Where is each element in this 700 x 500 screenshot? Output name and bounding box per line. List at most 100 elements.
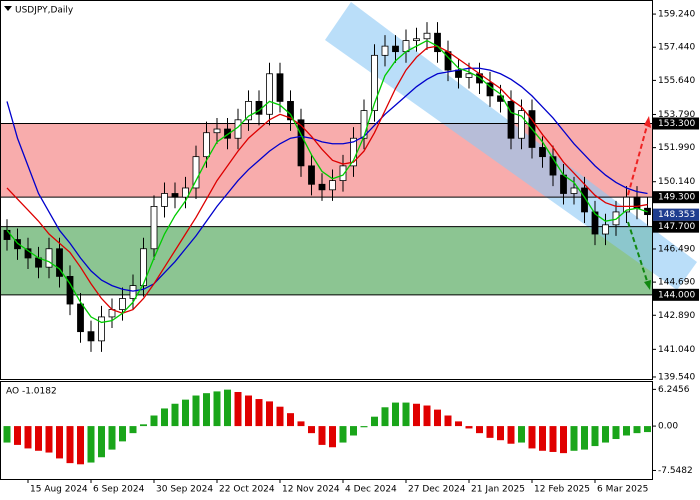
ao-bar (150, 415, 158, 427)
ao-bar (35, 426, 42, 451)
level-box (653, 220, 699, 233)
x-tick-label: 6 Sep 2024 (93, 485, 145, 495)
ao-bar (434, 409, 441, 427)
candle-body (129, 285, 137, 299)
ao-bar (360, 426, 368, 428)
candle-body (150, 205, 158, 250)
candle-body (45, 248, 53, 268)
ao-bar (518, 426, 525, 443)
y-tick-label: 146.490 (658, 244, 695, 254)
ao-bar (371, 416, 378, 427)
ao-bar (392, 402, 399, 427)
ao-bar (203, 393, 210, 427)
x-tick-label: 27 Dec 2024 (408, 485, 466, 495)
ao-bar (549, 426, 557, 452)
candle-body (339, 165, 347, 182)
candle-body (518, 110, 525, 139)
ao-bar (476, 426, 483, 434)
candle-body (98, 316, 105, 342)
ao-bar (329, 426, 336, 448)
candle-body (360, 110, 368, 139)
candle-body (381, 45, 389, 56)
ao-bar (644, 426, 651, 433)
candle-body (287, 100, 294, 121)
candle-body (203, 132, 210, 158)
candle-body (119, 298, 126, 310)
candle-body (539, 147, 546, 158)
down-arrowhead (644, 280, 651, 290)
candle-body (560, 174, 567, 194)
y-tick-label: 153.790 (658, 110, 695, 120)
ao-bar (318, 426, 326, 445)
ao-bar (266, 401, 273, 427)
chart-title: USDJPY,Daily (15, 6, 74, 16)
y-tick-label: 155.640 (658, 76, 695, 86)
price-frame (0, 0, 653, 380)
ao-bar (140, 424, 147, 427)
ao-bar (24, 426, 32, 449)
price-label: 148.353 (658, 210, 695, 220)
ao-bar (591, 426, 599, 447)
price-overlay (1, 22, 652, 465)
ao-bar (119, 426, 126, 442)
candle-body (161, 193, 168, 207)
up-arrow (627, 121, 649, 196)
candle-body (329, 180, 336, 191)
candle-body (140, 248, 147, 287)
moving-average (6, 67, 648, 292)
candle-body (318, 183, 326, 191)
ao-bar (77, 426, 84, 465)
level-label: 153.300 (658, 119, 695, 129)
y-tick-label: 144.690 (658, 278, 695, 288)
ao-bar (455, 421, 462, 427)
level-label: 147.700 (658, 222, 695, 232)
candle-body (297, 119, 305, 167)
candle-body (413, 38, 420, 42)
candle-body (266, 73, 273, 115)
candle-body (434, 32, 441, 53)
level-box (653, 117, 699, 130)
candle-body (308, 165, 315, 185)
y-tick-label: -7.5482 (658, 466, 693, 476)
ao-bar (308, 426, 315, 434)
x-tick-label: 30 Sep 2024 (156, 485, 213, 495)
ao-bar (108, 426, 116, 450)
ao-bar (528, 426, 536, 449)
level-label: 149.300 (658, 193, 695, 203)
ao-bar (612, 426, 620, 440)
candle-body (570, 187, 578, 194)
candle-body (371, 54, 378, 112)
candle-body (581, 187, 588, 213)
ao-bar (507, 426, 515, 444)
y-tick-label: 141.040 (658, 345, 695, 355)
level-box (653, 191, 699, 204)
ao-bar (276, 406, 284, 427)
candle-body (392, 45, 399, 53)
ao-frame (0, 381, 653, 480)
candle-body (591, 211, 599, 235)
ao-bar (402, 402, 410, 427)
candle-body (171, 193, 179, 198)
ao-bar (287, 413, 294, 427)
down-arrow (627, 221, 649, 285)
ao-bar (66, 426, 74, 464)
y-tick-label: 142.890 (658, 311, 695, 321)
ao-bar (14, 426, 21, 445)
ao-bar (56, 426, 63, 459)
y-tick-label: 6.2456 (658, 385, 690, 395)
y-tick-label: 157.440 (658, 43, 695, 53)
candle-body (602, 224, 609, 235)
x-tick-label: 6 Mar 2025 (597, 485, 648, 495)
x-tick-label: 15 Aug 2024 (30, 485, 88, 495)
candle-body (192, 156, 200, 189)
candle-body (77, 303, 84, 333)
ao-bar (297, 421, 305, 427)
ao-bar (255, 399, 263, 427)
candle-body (3, 229, 11, 240)
ao-bar (381, 407, 389, 427)
ao-bar (161, 408, 168, 427)
level-box (653, 288, 699, 301)
ao-bar (465, 426, 473, 429)
menu-triangle (4, 6, 12, 11)
candle-body (87, 331, 95, 342)
